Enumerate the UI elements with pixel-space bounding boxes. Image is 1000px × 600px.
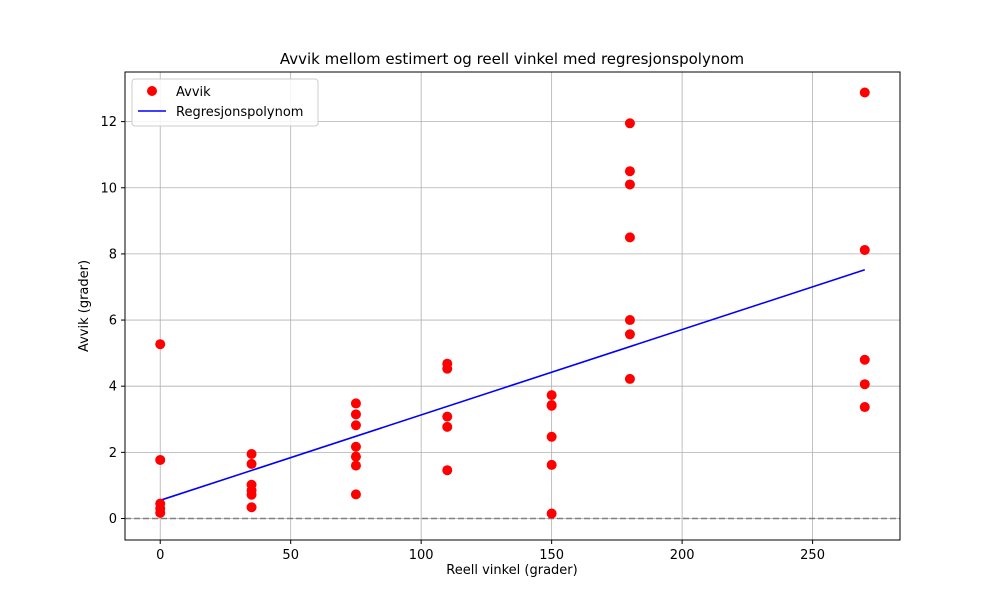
data-point xyxy=(624,315,635,326)
data-point xyxy=(155,507,166,518)
data-point xyxy=(859,354,870,365)
y-tick-label: 6 xyxy=(109,314,117,329)
data-point xyxy=(546,390,557,401)
legend: Avvik Regresjonspolynom xyxy=(131,78,319,127)
data-point xyxy=(350,460,361,471)
data-point xyxy=(442,363,453,374)
legend-marker-avvik xyxy=(147,86,157,96)
x-tick-label: 0 xyxy=(156,548,164,563)
y-tick-label: 8 xyxy=(109,247,117,262)
data-point xyxy=(624,118,635,129)
y-tick-label: 2 xyxy=(109,446,117,461)
scatter-points xyxy=(155,87,870,519)
data-point xyxy=(442,465,453,476)
data-point xyxy=(624,232,635,243)
y-tick-label: 10 xyxy=(100,181,117,196)
x-tick-label: 250 xyxy=(800,548,825,563)
data-point xyxy=(246,458,257,469)
data-point xyxy=(350,398,361,409)
data-point xyxy=(246,489,257,500)
y-axis-ticks: 0 2 4 6 8 10 12 xyxy=(100,115,125,527)
x-tick-label: 100 xyxy=(409,548,434,563)
x-tick-label: 200 xyxy=(670,548,695,563)
regression-line xyxy=(159,269,866,502)
data-point xyxy=(859,379,870,390)
y-axis-label: Avvik (grader) xyxy=(77,260,92,352)
data-point xyxy=(546,459,557,470)
data-point xyxy=(624,179,635,190)
data-point xyxy=(546,400,557,411)
data-point xyxy=(442,411,453,422)
data-point xyxy=(859,87,870,98)
data-point xyxy=(350,451,361,462)
data-point xyxy=(350,409,361,420)
data-point xyxy=(350,441,361,452)
data-point xyxy=(350,489,361,500)
data-point xyxy=(350,420,361,431)
legend-box xyxy=(131,78,319,127)
data-point xyxy=(859,244,870,255)
data-point xyxy=(624,373,635,384)
data-point xyxy=(624,329,635,340)
legend-label-regresjonspolynom: Regresjonspolynom xyxy=(176,105,303,120)
data-point xyxy=(442,421,453,432)
regression-line-layer xyxy=(159,269,866,502)
x-tick-label: 50 xyxy=(282,548,299,563)
data-point xyxy=(246,449,257,460)
data-point xyxy=(546,431,557,442)
x-axis-ticks: 0 50 100 150 200 250 xyxy=(156,540,825,563)
data-point xyxy=(624,166,635,177)
data-point xyxy=(246,502,257,513)
data-point xyxy=(859,402,870,413)
data-point xyxy=(155,454,166,465)
data-point xyxy=(546,508,557,519)
legend-label-avvik: Avvik xyxy=(176,85,211,100)
plot-frame xyxy=(124,71,901,541)
chart-title: Avvik mellom estimert og reell vinkel me… xyxy=(280,50,744,68)
y-tick-label: 12 xyxy=(100,115,117,130)
y-tick-label: 4 xyxy=(109,380,117,395)
x-axis-label: Reell vinkel (grader) xyxy=(446,563,577,578)
y-tick-label: 0 xyxy=(109,512,117,527)
x-tick-label: 150 xyxy=(539,548,564,563)
data-point xyxy=(155,339,166,350)
